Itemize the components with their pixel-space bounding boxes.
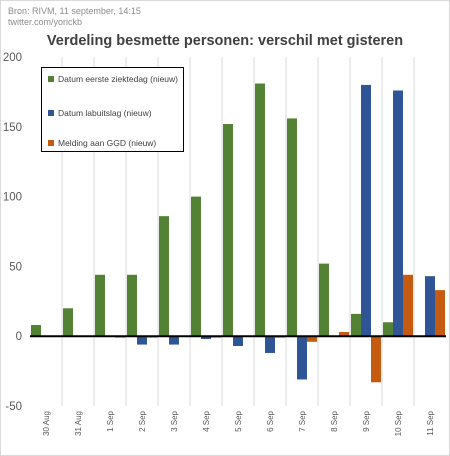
bar-melding-ggd — [371, 336, 381, 383]
bar-eerste-ziektedag — [31, 325, 41, 337]
bar-labuitslag — [169, 336, 179, 345]
x-tick-label: 2 Sep — [138, 410, 147, 431]
legend-label: Datum eerste ziektedag (nieuw) — [58, 74, 179, 84]
x-tick-label: 31 Aug — [74, 411, 83, 436]
x-tick-label: 5 Sep — [234, 410, 243, 431]
x-tick-label: 9 Sep — [362, 410, 371, 431]
bar-eerste-ziektedag — [223, 124, 233, 337]
bar-labuitslag — [425, 276, 435, 337]
source-line-1: Bron: RIVM, 11 september, 14:15 — [8, 6, 141, 16]
bar-labuitslag — [265, 336, 275, 353]
bar-eerste-ziektedag — [287, 118, 297, 337]
bar-labuitslag — [361, 84, 371, 337]
bar-eerste-ziektedag — [95, 274, 105, 337]
y-tick-label: 100 — [3, 192, 22, 204]
x-tick-label: 1 Sep — [106, 410, 115, 431]
y-tick-label: 150 — [3, 122, 22, 134]
legend-swatch-orange — [48, 140, 54, 146]
bar-eerste-ziektedag — [159, 216, 169, 337]
source-line-2: twitter.com/yorickb — [8, 17, 83, 27]
y-tick-label: -50 — [5, 401, 22, 413]
bar-eerste-ziektedag — [383, 322, 393, 337]
bar-eerste-ziektedag — [191, 196, 201, 337]
bar-melding-ggd — [435, 290, 445, 337]
legend-label: Melding aan GGD (nieuw) — [58, 138, 157, 148]
bar-labuitslag — [297, 336, 307, 380]
chart-legend: Datum eerste ziektedag (nieuw) Datum lab… — [41, 67, 184, 152]
x-tick-label: 4 Sep — [202, 410, 211, 431]
legend-swatch-blue — [48, 110, 54, 116]
x-tick-label: 8 Sep — [330, 410, 339, 431]
bar-eerste-ziektedag — [255, 83, 265, 337]
x-tick-label: 30 Aug — [42, 411, 51, 436]
legend-swatch-green — [48, 76, 54, 82]
x-tick-label: 7 Sep — [298, 410, 307, 431]
bar-eerste-ziektedag — [63, 308, 73, 337]
bar-melding-ggd — [307, 336, 317, 342]
bar-eerste-ziektedag — [319, 263, 329, 337]
source-note: Bron: RIVM, 11 september, 14:15 twitter.… — [8, 6, 141, 28]
x-tick-label: 3 Sep — [170, 410, 179, 431]
bar-labuitslag — [233, 336, 243, 346]
bar-labuitslag — [137, 336, 147, 345]
bar-melding-ggd — [339, 332, 349, 337]
x-tick-label: 6 Sep — [266, 410, 275, 431]
legend-label: Datum labuitslag (nieuw) — [58, 108, 152, 118]
bar-labuitslag — [393, 90, 403, 337]
bar-eerste-ziektedag — [127, 274, 137, 337]
bar-melding-ggd — [403, 274, 413, 337]
x-tick-label: 11 Sep — [426, 410, 435, 435]
bar-eerste-ziektedag — [351, 313, 361, 337]
y-tick-label: 50 — [9, 261, 22, 273]
y-tick-label: 0 — [16, 331, 22, 343]
bar-labuitslag — [201, 336, 211, 339]
x-tick-label: 10 Sep — [394, 410, 403, 436]
chart-title: Verdeling besmette personen: verschil me… — [46, 33, 404, 49]
y-tick-label: 200 — [3, 52, 22, 64]
